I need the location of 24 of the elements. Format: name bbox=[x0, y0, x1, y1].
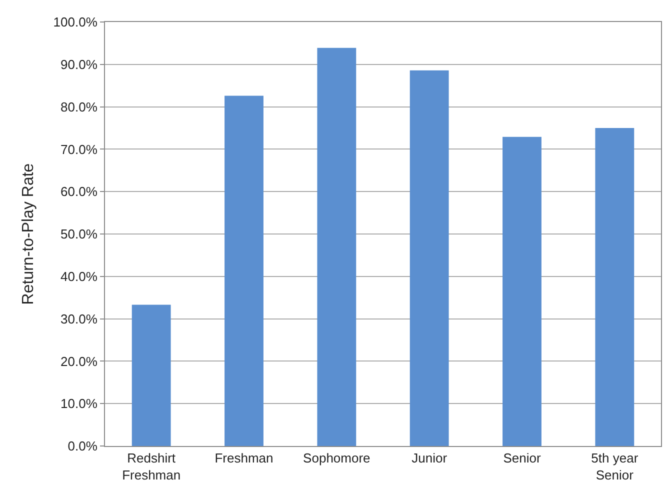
x-tick-label: Sophomore bbox=[303, 450, 370, 466]
y-tick-label: 60.0% bbox=[60, 184, 98, 200]
x-tick-label: Redshirt Freshman bbox=[122, 450, 181, 482]
bar bbox=[317, 48, 356, 446]
y-tick-label: 50.0% bbox=[60, 226, 98, 242]
bar bbox=[502, 136, 542, 446]
x-tick-label: Freshman bbox=[214, 450, 274, 466]
x-tick-label: Senior bbox=[503, 450, 542, 466]
y-tick-label: 90.0% bbox=[60, 56, 98, 72]
y-tick-label: 20.0% bbox=[60, 354, 98, 369]
y-tick-label: 80.0% bbox=[60, 99, 98, 114]
bar bbox=[410, 70, 449, 446]
y-axis-title: Return-to-Play Rate bbox=[20, 163, 38, 305]
x-tick-label: 5th year Senior bbox=[591, 450, 639, 482]
bar bbox=[224, 96, 264, 446]
y-tick-label: 0.0% bbox=[68, 438, 98, 454]
y-tick-label: 30.0% bbox=[60, 311, 98, 326]
y-tick-label: 10.0% bbox=[60, 396, 98, 412]
y-tick-label: 40.0% bbox=[60, 268, 98, 284]
y-tick-label: 100.0% bbox=[53, 14, 98, 30]
bar bbox=[595, 128, 634, 446]
bar bbox=[132, 304, 171, 446]
y-tick-label: 70.0% bbox=[60, 142, 98, 157]
x-tick-label: Junior bbox=[412, 450, 448, 466]
